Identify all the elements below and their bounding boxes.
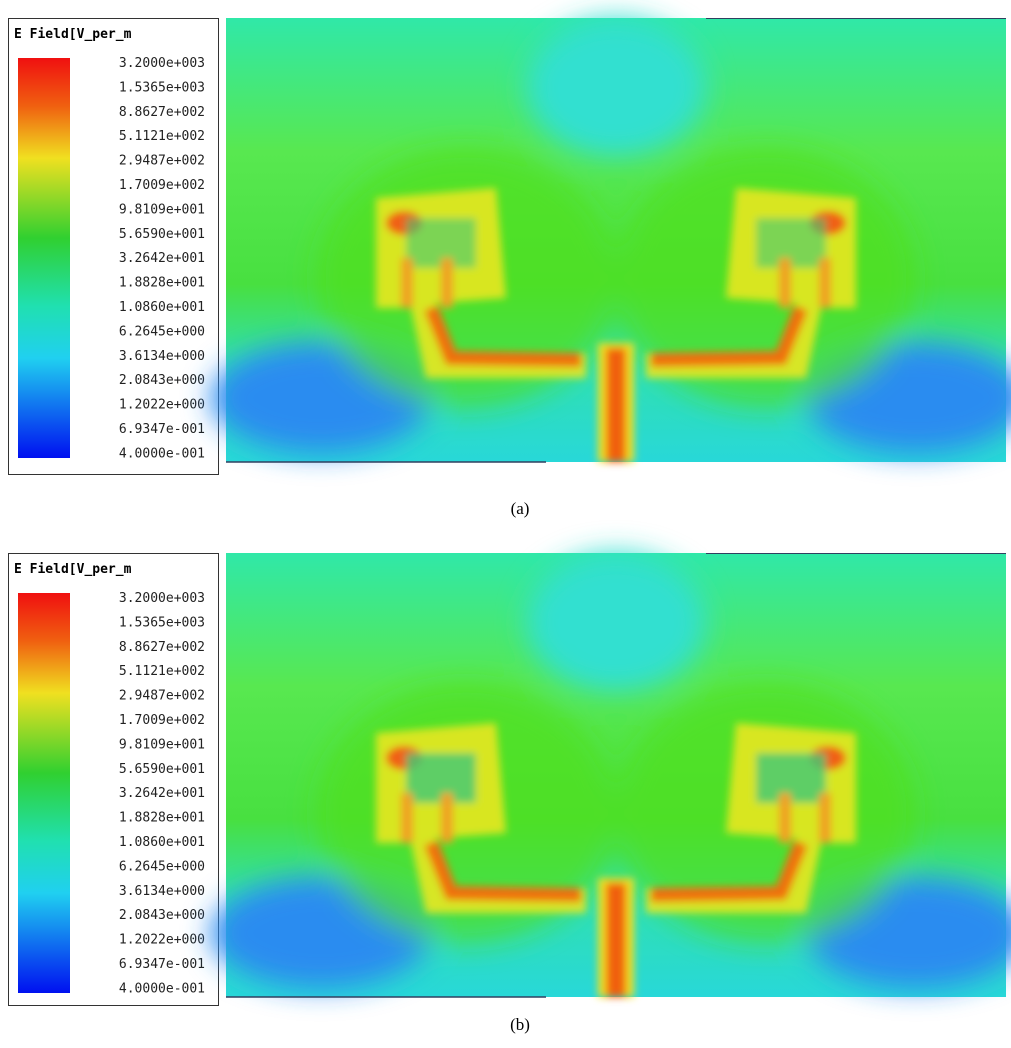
legend-label: 3.2642e+001 xyxy=(119,251,205,266)
feed-line xyxy=(606,883,626,997)
legend-label: 4.0000e-001 xyxy=(119,981,205,996)
legend-label: 2.0843e+000 xyxy=(119,373,205,388)
legend-label: 5.1121e+002 xyxy=(119,129,205,144)
legend-label: 3.2000e+003 xyxy=(119,591,205,606)
legend-label: 1.2022e+000 xyxy=(119,398,205,413)
arm xyxy=(401,258,413,308)
legend-label: 1.0860e+001 xyxy=(119,300,205,315)
legend-label: 2.0843e+000 xyxy=(119,908,205,923)
panel: E Field[V_per_m 3.2000e+003 1.5365e+003 8.8… xyxy=(8,18,1011,518)
color-bar xyxy=(18,58,70,458)
legend-title: E Field[V_per_m xyxy=(14,27,132,42)
legend-label: 6.2645e+000 xyxy=(119,859,205,874)
field-plot xyxy=(211,18,1011,463)
antenna xyxy=(376,188,586,378)
arm xyxy=(441,793,453,843)
cyan-top xyxy=(526,18,706,158)
legend-label: 3.2642e+001 xyxy=(119,786,205,801)
feed-line xyxy=(606,348,626,462)
legend-label: 1.7009e+002 xyxy=(119,713,205,728)
legend-label: 1.7009e+002 xyxy=(119,178,205,193)
legend-label: 1.2022e+000 xyxy=(119,933,205,948)
legend-label: 6.2645e+000 xyxy=(119,324,205,339)
legend-label: 9.8109e+001 xyxy=(119,737,205,752)
antenna xyxy=(646,723,856,913)
hot-l xyxy=(650,840,808,902)
legend-label: 6.9347e-001 xyxy=(119,957,205,972)
antenna xyxy=(646,188,856,378)
legend-label: 5.1121e+002 xyxy=(119,664,205,679)
legend-label: 3.2000e+003 xyxy=(119,56,205,71)
legend-label: 9.8109e+001 xyxy=(119,202,205,217)
panel: E Field[V_per_m 3.2000e+003 1.5365e+003 8.8… xyxy=(8,553,1011,1034)
arm xyxy=(779,793,791,843)
hot-l xyxy=(650,305,808,367)
legend-label: 1.0860e+001 xyxy=(119,835,205,850)
antenna xyxy=(376,723,586,913)
legend-label: 1.8828e+001 xyxy=(119,276,205,291)
arm xyxy=(779,258,791,308)
legend-label: 4.0000e-001 xyxy=(119,446,205,461)
cyan-top xyxy=(526,553,706,693)
legend-label: 6.9347e-001 xyxy=(119,422,205,437)
antenna-field xyxy=(376,188,856,462)
field-plot xyxy=(211,553,1011,998)
legend-label: 8.8627e+002 xyxy=(119,105,205,120)
hot-l xyxy=(424,840,582,902)
caption: (b) xyxy=(510,1015,530,1034)
arm xyxy=(401,793,413,843)
arm xyxy=(819,793,831,843)
arm xyxy=(819,258,831,308)
legend-label: 1.5365e+003 xyxy=(119,615,205,630)
antenna-field xyxy=(376,723,856,997)
legend-label: 3.6134e+000 xyxy=(119,349,205,364)
color-bar xyxy=(18,593,70,993)
arm xyxy=(441,258,453,308)
legend-label: 2.9487e+002 xyxy=(119,154,205,169)
legend-label: 3.6134e+000 xyxy=(119,884,205,899)
legend-title: E Field[V_per_m xyxy=(14,562,132,577)
legend-label: 1.8828e+001 xyxy=(119,811,205,826)
hot-l xyxy=(424,305,582,367)
legend-label: 5.6590e+001 xyxy=(119,227,205,242)
legend-label: 1.5365e+003 xyxy=(119,80,205,95)
caption: (a) xyxy=(511,499,530,518)
legend-label: 5.6590e+001 xyxy=(119,762,205,777)
legend-label: 8.8627e+002 xyxy=(119,640,205,655)
legend-label: 2.9487e+002 xyxy=(119,689,205,704)
